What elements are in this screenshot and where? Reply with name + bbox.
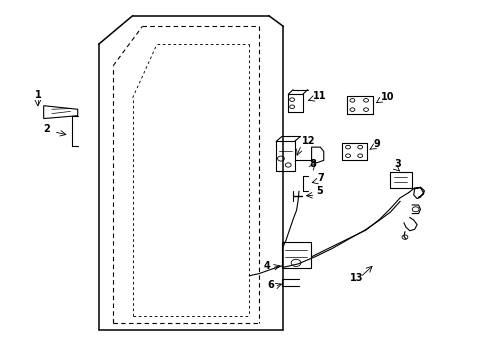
Text: 8: 8	[308, 159, 315, 170]
Text: 9: 9	[372, 139, 379, 149]
Circle shape	[289, 98, 294, 102]
Text: 12: 12	[301, 136, 315, 146]
Circle shape	[285, 163, 290, 167]
Text: 6: 6	[266, 280, 273, 290]
Text: 2: 2	[43, 124, 50, 134]
Text: 1: 1	[35, 90, 41, 100]
Circle shape	[411, 207, 418, 212]
Text: 7: 7	[317, 173, 324, 183]
Text: 13: 13	[349, 273, 362, 283]
Text: 4: 4	[263, 261, 270, 271]
Circle shape	[349, 99, 354, 102]
Circle shape	[290, 259, 300, 266]
Circle shape	[289, 105, 294, 109]
Text: 3: 3	[393, 159, 400, 170]
Circle shape	[349, 108, 354, 111]
Circle shape	[345, 154, 350, 157]
Circle shape	[401, 235, 407, 239]
Circle shape	[345, 145, 350, 149]
Circle shape	[363, 108, 368, 111]
Circle shape	[277, 156, 284, 161]
Text: 11: 11	[312, 91, 325, 100]
Text: 5: 5	[316, 186, 323, 196]
Circle shape	[363, 99, 368, 102]
Text: 10: 10	[380, 92, 393, 102]
Circle shape	[357, 154, 362, 157]
Circle shape	[357, 145, 362, 149]
